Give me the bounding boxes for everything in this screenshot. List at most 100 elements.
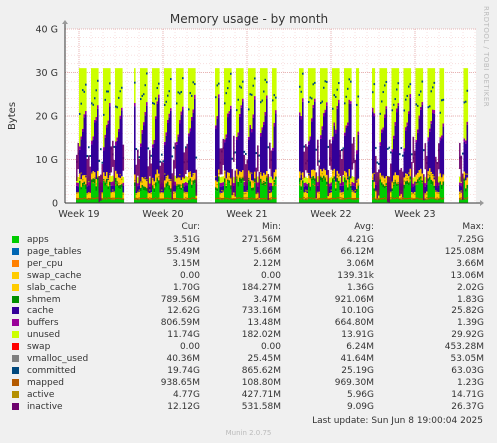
- area-slab_cache: [116, 173, 119, 181]
- area-buffers: [76, 182, 78, 186]
- line-active: [436, 192, 439, 194]
- area-unused: [97, 68, 99, 106]
- area-apps: [264, 185, 267, 203]
- area-apps: [320, 180, 322, 203]
- area-buffers: [321, 126, 324, 130]
- area-apps: [222, 200, 225, 203]
- line-mapped: [144, 197, 147, 200]
- area-slab_cache: [173, 191, 175, 199]
- area-slab_cache: [275, 169, 277, 176]
- area-shmem: [353, 199, 355, 201]
- area-unused: [324, 68, 327, 110]
- area-shmem: [335, 188, 337, 192]
- area-cache: [116, 140, 119, 174]
- line-mapped: [164, 197, 166, 199]
- line-mapped: [239, 197, 241, 199]
- line-active: [186, 192, 189, 194]
- area-slab_cache: [342, 191, 345, 199]
- area-shmem: [400, 199, 403, 201]
- area-slab_cache: [418, 170, 421, 177]
- line-active: [167, 174, 169, 177]
- area-cache: [76, 185, 78, 193]
- area-apps: [441, 189, 443, 203]
- area-shmem: [88, 199, 90, 201]
- line-mapped: [138, 197, 141, 199]
- line-active: [106, 183, 108, 186]
- area-shmem: [215, 187, 217, 191]
- area-per_cpu: [134, 181, 136, 183]
- area-apps: [189, 181, 192, 203]
- area-apps: [231, 200, 234, 203]
- area-shmem: [303, 199, 306, 201]
- area-apps: [176, 189, 178, 203]
- area-per_cpu: [156, 176, 159, 177]
- line-active: [429, 175, 431, 178]
- line-mapped: [303, 197, 306, 199]
- area-buffers: [305, 182, 307, 186]
- area-slab_cache: [144, 179, 147, 187]
- area-slab_cache: [89, 192, 92, 199]
- line-active: [192, 174, 195, 176]
- area-unused: [225, 68, 228, 135]
- line-mapped: [405, 198, 407, 200]
- area-unused: [137, 177, 139, 184]
- line-committed: [336, 88, 339, 91]
- area-slab_cache: [249, 173, 252, 181]
- line-committed: [146, 72, 148, 75]
- area-apps: [254, 182, 256, 203]
- area-buffers: [432, 109, 434, 114]
- line-committed: [168, 90, 171, 93]
- line-committed: [104, 98, 107, 101]
- line-committed: [333, 94, 336, 97]
- line-inactive: [149, 150, 151, 177]
- y-tick-label: 30 G: [36, 68, 58, 79]
- line-committed: [356, 103, 358, 106]
- area-buffers: [156, 101, 159, 104]
- area-buffers: [418, 115, 421, 119]
- area-unused: [254, 68, 256, 97]
- area-unused: [308, 68, 310, 142]
- area-shmem: [246, 199, 249, 201]
- line-committed: [88, 146, 90, 149]
- line-committed: [423, 149, 425, 152]
- line-active: [135, 193, 138, 195]
- area-per_cpu: [396, 182, 398, 183]
- area-slab_cache: [103, 172, 105, 179]
- line-mapped: [314, 197, 316, 199]
- line-inactive: [435, 156, 437, 183]
- line-active: [224, 172, 226, 174]
- area-buffers: [228, 111, 231, 114]
- area-per_cpu: [251, 187, 253, 188]
- area-shmem: [420, 176, 422, 180]
- area-shmem: [315, 199, 318, 201]
- area-cache: [348, 103, 351, 169]
- area-per_cpu: [344, 176, 346, 178]
- area-buffers: [115, 141, 117, 146]
- line-committed: [107, 90, 110, 93]
- line-committed: [158, 82, 160, 85]
- line-committed: [228, 80, 231, 83]
- area-shmem: [408, 182, 410, 186]
- line-active: [143, 177, 145, 179]
- line-committed: [442, 98, 445, 101]
- line-active: [79, 177, 81, 179]
- line-active: [427, 174, 430, 176]
- line-active: [95, 183, 98, 185]
- area-apps: [460, 200, 463, 203]
- area-buffers: [435, 182, 437, 186]
- line-active: [333, 178, 336, 181]
- line-committed: [242, 80, 244, 83]
- y-tick-label: 20 G: [36, 112, 58, 123]
- area-per_cpu: [237, 181, 240, 182]
- area-slab_cache: [379, 172, 382, 179]
- area-per_cpu: [185, 198, 187, 200]
- area-unused: [233, 177, 235, 184]
- area-apps: [249, 185, 252, 203]
- area-per_cpu: [182, 182, 184, 184]
- line-active: [179, 174, 181, 176]
- area-cache: [222, 185, 225, 193]
- area-buffers: [216, 115, 219, 120]
- area-shmem: [225, 185, 228, 189]
- area-slab_cache: [336, 170, 339, 178]
- area-per_cpu: [376, 198, 379, 200]
